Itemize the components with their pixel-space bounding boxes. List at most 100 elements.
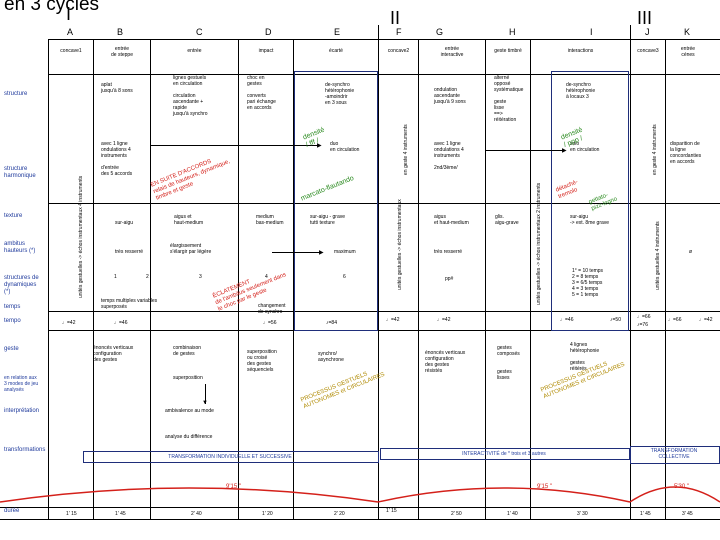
cell-e-dynamique: 6 — [343, 274, 346, 280]
row-label-texture: texture — [4, 213, 23, 219]
annotation-processus-1: PROCESSUS GESTUELS AUTONOMES et CIRCULAI… — [300, 371, 386, 411]
cycle-3-label: III — [637, 8, 653, 28]
cell-i-harmonique: solo en circulation — [570, 141, 600, 153]
cell-d-texture: medium bas-medium — [256, 214, 284, 226]
grid-col-j-left — [630, 25, 631, 519]
arrow-harmonique-2 — [485, 150, 565, 151]
tempo-i-2: ♪=50 — [610, 317, 621, 323]
cell-k-harmonique: disparition de la ligne concordanties en… — [670, 141, 702, 165]
arc-2-duration: 9'15 " — [537, 484, 552, 490]
arrow-head-2-icon: ▶ — [562, 148, 567, 154]
duree-j: 1' 45 — [640, 511, 651, 517]
arc-cycle-2 — [377, 487, 631, 503]
column-e-highlight-box — [294, 71, 378, 331]
column-letter-i: I — [590, 27, 593, 37]
duree-h: 1' 40 — [507, 511, 518, 517]
duree-b: 1' 45 — [115, 511, 126, 517]
arc-3-duration: 5'30 " — [674, 484, 689, 490]
cell-i-geste: 4 lignes hétérophonie gestes réitérés — [570, 342, 600, 372]
grid-col-f-left — [378, 25, 379, 519]
row-label-geste: geste — [4, 346, 19, 352]
cell-g-ambitus: très resserré — [434, 249, 463, 255]
cell-g-structure: ondulation ascendante jusqu'à 9 sons — [434, 87, 466, 105]
duree-a: 1' 15 — [66, 511, 77, 517]
cell-d-structure: choc en gestes converts pari échange en … — [247, 75, 276, 111]
grid-bottom-line — [0, 519, 720, 520]
vertical-text-h: unités gestuelles -> échos instrumentaux… — [536, 182, 542, 305]
tempo-d: ♩=56 — [263, 320, 277, 326]
cell-h-structure: alterné opposé systématique geste lisse … — [494, 75, 524, 123]
tempo-j-2: ♪=76 — [637, 322, 648, 328]
row-label-dynamiques: structures de dynamiques (*) — [4, 275, 39, 295]
arrow-head-interpretation-icon: ▼ — [202, 400, 208, 406]
vertical-text-a: unités gestuelles -> échos instrumentaux… — [78, 175, 84, 298]
cell-e-ambitus: maximum — [334, 249, 356, 255]
transformation-individuelle-box — [83, 451, 379, 463]
row-label-structure-harmonique: structure harmonique — [4, 166, 36, 179]
column-letter-g: G — [436, 27, 444, 37]
cell-d-dynamique: 4 — [265, 274, 268, 280]
tempo-g: ♩=42 — [437, 317, 451, 323]
grid-col-e-left — [293, 39, 294, 519]
row-label-tempo: tempo — [4, 318, 21, 324]
duree-c: 2' 40 — [191, 511, 202, 517]
cell-c-ambitus: élargissement s'élargir par légère — [170, 243, 212, 255]
tempo-b: ♩=46 — [114, 320, 128, 326]
tempo-k-2: ♩=42 — [699, 317, 713, 323]
arc-cycle-3 — [629, 486, 720, 503]
cell-b-geste: énoncés verticaux configuration des gest… — [93, 345, 134, 363]
column-letter-h: H — [509, 27, 516, 37]
cell-i-dynamique: 1° = 10 temps 2 = 8 temps 3 = 6/5 temps … — [572, 268, 604, 298]
interactivite-label: INTERACTIVITÉ de * trois et 3 autres — [462, 451, 546, 457]
arrow-interpretation — [205, 384, 206, 404]
cell-e-harmonique: duo en circulation — [330, 141, 360, 153]
tempo-a: ♩=42 — [62, 320, 76, 326]
column-letter-c: C — [196, 27, 203, 37]
cell-e-structure: de-synchro hétérophonie -amoindrir en 3 … — [325, 82, 355, 106]
page-title: en 3 cycles — [4, 0, 100, 15]
duree-i: 3' 30 — [577, 511, 588, 517]
cell-bc-temps: temps multiples variables superposés — [101, 298, 158, 310]
cell-g-harmonique: avec 1 ligne ondulations 4 instruments 2… — [434, 141, 464, 171]
grid-col-d-left — [238, 39, 239, 519]
vertical-text-f1: unités gestuelles -> échos instrumentaux — [397, 199, 403, 290]
cell-c-geste: combinaison de gestes superposition — [173, 345, 203, 381]
arc-cycle-1 — [0, 487, 379, 503]
grid-col-k-left — [665, 39, 666, 519]
cell-g-dynamique: pp# — [445, 276, 454, 282]
cell-d-temps: changement de synchro — [258, 303, 286, 315]
grid-texture-line — [48, 203, 720, 204]
cell-i-structure: de-synchro hétérophonie à locaux 3 — [566, 82, 596, 100]
column-letter-d: D — [265, 27, 272, 37]
grid-col-c-left — [150, 39, 151, 519]
column-letter-e: E — [334, 27, 341, 37]
tempo-f: ♩=42 — [386, 317, 400, 323]
cell-d-geste: superposition ou croisé des gestes séque… — [247, 349, 277, 373]
cell-b-ambitus: très resserré — [115, 249, 144, 255]
transformation-collective-label: TRANSFORMATION COLLECTIVE — [650, 448, 698, 460]
cell-b-structure: aplat jusqu'à 8 sons — [101, 82, 133, 94]
column-head-a: concave1 — [60, 48, 82, 54]
cycle-1-label: I — [66, 4, 72, 24]
cell-b-dynamique-2: 2 — [146, 274, 149, 280]
column-head-e: écarté — [329, 48, 343, 54]
arrow-head-1-icon: ▶ — [317, 143, 322, 149]
cell-c-structure: lignes gestuels en circulation circulati… — [173, 75, 208, 117]
column-head-i: interactions — [567, 48, 594, 54]
duree-g: 2' 50 — [451, 511, 462, 517]
column-letter-f: F — [396, 27, 402, 37]
vertical-text-f2: en geste 4 instruments — [403, 124, 409, 175]
vertical-text-j2: en geste 4 instruments — [652, 124, 658, 175]
column-head-j: concave3 — [637, 48, 659, 54]
grid-top-line — [48, 39, 720, 40]
cell-c-dynamique: 3 — [199, 274, 202, 280]
arc-1-duration: 9'15 " — [226, 484, 241, 490]
column-letter-a: A — [67, 27, 74, 37]
arrow-ambitus — [272, 252, 322, 253]
row-label-relation: en relation aux 3 modes de jeu analysés — [4, 375, 39, 393]
column-letter-k: K — [684, 27, 691, 37]
column-head-h: geste timbré — [494, 48, 522, 54]
column-head-k: entrée cénes — [680, 46, 696, 58]
cell-c-interpretation: ambivalence au mode — [165, 408, 214, 414]
cell-c-transformation: analyse du différence — [165, 434, 213, 440]
